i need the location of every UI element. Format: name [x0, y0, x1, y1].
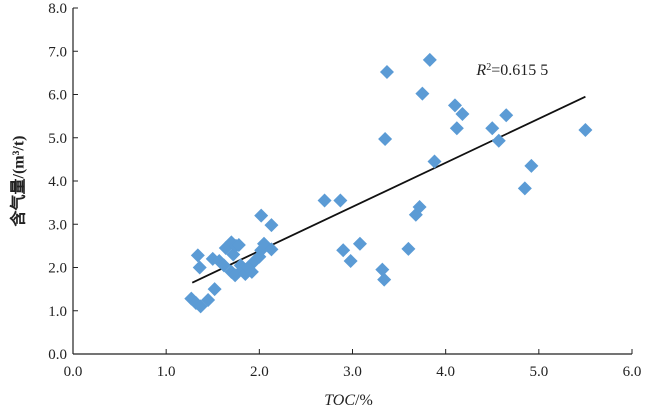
data-point	[578, 122, 593, 137]
x-tick-label: 0.0	[64, 364, 83, 380]
y-tick-label: 7.0	[48, 44, 67, 60]
x-tick-label: 6.0	[623, 364, 642, 380]
data-point	[207, 282, 222, 297]
y-tick-label: 4.0	[48, 174, 67, 190]
data-point	[415, 86, 430, 101]
x-axis-title: TOC/%	[324, 392, 373, 409]
ticks	[72, 7, 633, 355]
r-squared-annotation: R2=0.615 5	[475, 62, 548, 80]
data-point	[455, 106, 470, 121]
y-tick-label: 3.0	[48, 217, 67, 233]
y-tick-label: 5.0	[48, 131, 67, 147]
x-tick-label: 4.0	[436, 364, 455, 380]
data-point	[264, 242, 279, 257]
data-point	[317, 193, 332, 208]
data-point	[352, 236, 367, 251]
data-point	[377, 272, 392, 287]
data-point	[401, 241, 416, 256]
data-point	[378, 132, 393, 147]
y-tick-label: 6.0	[48, 88, 67, 104]
axes	[72, 8, 632, 355]
data-points	[184, 52, 593, 314]
y-tick-label: 2.0	[48, 261, 67, 277]
data-point	[499, 108, 514, 123]
y-tick-label: 1.0	[48, 304, 67, 320]
data-point	[254, 208, 269, 223]
data-point	[449, 121, 464, 136]
data-point	[201, 292, 216, 307]
data-point	[231, 238, 246, 253]
tick-labels: 0.0 1.0 2.0 3.0 4.0 5.0 6.0 0.0 1.0 2.0 3.0 4.0 5.0 6…	[48, 1, 641, 380]
x-tick-label: 5.0	[529, 364, 548, 380]
data-point	[379, 65, 394, 80]
data-point	[422, 52, 437, 67]
data-point	[343, 254, 358, 269]
data-point	[491, 133, 506, 148]
data-point	[333, 193, 348, 208]
data-point	[412, 199, 427, 214]
data-point	[485, 121, 500, 136]
data-point	[447, 98, 462, 113]
y-tick-label: 8.0	[48, 1, 67, 17]
data-point	[244, 264, 259, 279]
x-tick-label: 3.0	[343, 364, 362, 380]
data-point	[427, 154, 442, 169]
y-axis-title: 含气量/(m³/t)	[9, 135, 28, 226]
data-point	[524, 158, 539, 173]
data-point	[517, 181, 532, 196]
data-point	[190, 248, 205, 263]
x-tick-label: 1.0	[157, 364, 176, 380]
data-point	[192, 260, 207, 275]
data-point	[264, 218, 279, 233]
y-tick-label: 0.0	[48, 347, 67, 363]
data-point	[336, 243, 351, 258]
x-tick-label: 2.0	[250, 364, 269, 380]
data-point	[375, 262, 390, 277]
